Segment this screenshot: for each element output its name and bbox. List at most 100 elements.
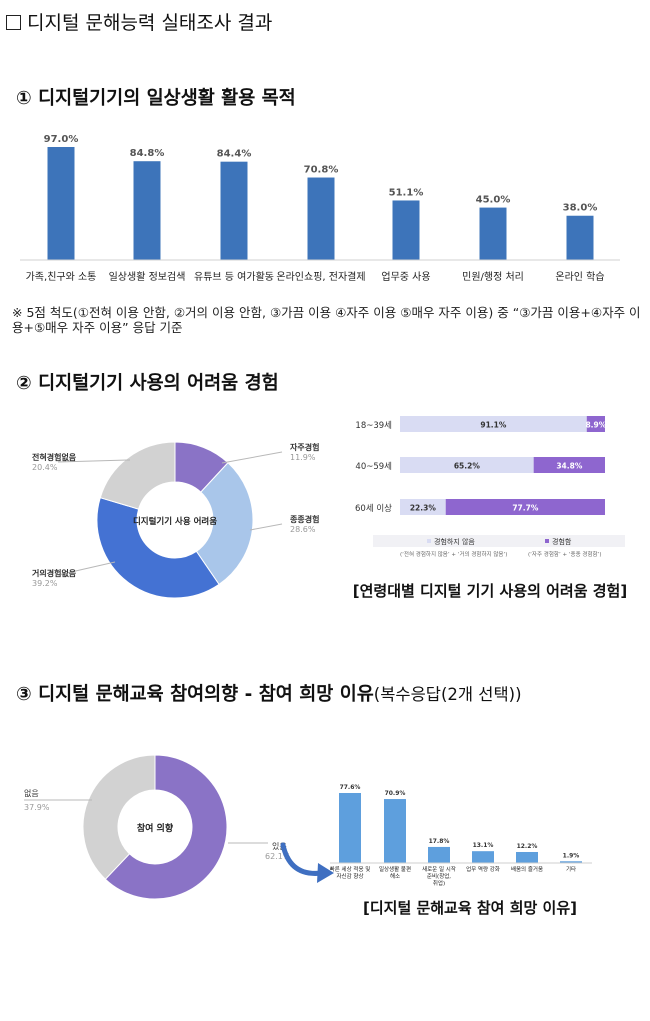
x-tick-label: 업무중 사용 bbox=[381, 270, 430, 283]
donut-slice bbox=[99, 441, 176, 510]
stacked-bar-segment bbox=[400, 499, 446, 515]
data-label: 45.0% bbox=[476, 195, 511, 206]
bar bbox=[339, 793, 361, 863]
bar bbox=[392, 200, 420, 260]
stacked-bar-segment bbox=[445, 499, 605, 515]
stacked-bar-segment bbox=[400, 416, 587, 432]
segment-value-label: 91.1% bbox=[480, 421, 507, 430]
y-tick-label: 40~59세 bbox=[355, 462, 392, 472]
data-label: 97.0% bbox=[44, 134, 79, 145]
usage-purpose-bar-chart: 97.0% 가족,친구와 소통 84.8% 일상생활 정보검색 84.4% 유튜브 등 여… bbox=[20, 134, 620, 283]
data-label: 13.1% bbox=[473, 842, 494, 849]
slice-name-label: 종종경험 bbox=[290, 514, 319, 524]
legend-label: 경험함 bbox=[552, 537, 572, 546]
age-chart-caption: [연령대별 디지털 기기 사용의 어려움 경험] bbox=[352, 582, 628, 600]
leader-line bbox=[57, 459, 131, 463]
segment-value-label: 34.8% bbox=[556, 462, 583, 471]
reason-chart-caption: [디지털 문해교육 참여 희망 이유] bbox=[362, 899, 577, 917]
slice-name-label: 있음 bbox=[272, 841, 287, 851]
data-label: 38.0% bbox=[563, 203, 598, 214]
donut-slice bbox=[96, 497, 220, 599]
segment-value-label: 65.2% bbox=[454, 462, 481, 471]
data-label: 51.1% bbox=[389, 187, 424, 198]
bar bbox=[384, 799, 406, 863]
curved-arrow-icon bbox=[280, 842, 325, 876]
donut-slice bbox=[104, 754, 228, 900]
stacked-bar-segment bbox=[586, 416, 605, 432]
bar bbox=[428, 846, 450, 863]
x-tick-label: 해소 bbox=[390, 872, 400, 880]
section-title-usage-purpose: ① 디지털기기의 일상생활 활용 목적 bbox=[16, 88, 296, 109]
page-title: 디지털 문해능력 실태조사 결과 bbox=[6, 8, 272, 35]
section-title-main: ③ 디지털 문해교육 참여의향 - 참여 희망 이유 bbox=[16, 684, 374, 705]
x-tick-label: 업무 역량 강화 bbox=[466, 865, 500, 873]
legend-label: 경험하지 않음 bbox=[434, 537, 475, 546]
data-label: 70.8% bbox=[304, 165, 339, 176]
x-tick-label: 자신감 향상 bbox=[336, 872, 363, 880]
x-tick-label: 준비(창업, bbox=[427, 872, 451, 880]
segment-value-label: 77.7% bbox=[512, 504, 539, 513]
bar bbox=[479, 207, 507, 260]
bar bbox=[516, 851, 538, 863]
legend-note: (‘전혀 경험하지 않음’ + ‘거의 경험하지 않음’) bbox=[400, 550, 507, 558]
slice-name-label: 자주경험 bbox=[290, 442, 319, 452]
slice-value-label: 39.2% bbox=[32, 579, 58, 588]
data-label: 77.6% bbox=[340, 784, 361, 791]
age-difficulty-stacked-bar-chart: 18~39세 91.1% 8.9% 40~59세 65.2% 34.8% 60세 이상 22.… bbox=[355, 416, 625, 558]
bar bbox=[133, 161, 161, 260]
x-tick-label: 일상생활 정보검색 bbox=[109, 270, 186, 283]
bar bbox=[307, 177, 335, 260]
leader-line bbox=[221, 451, 283, 464]
stacked-bar-segment bbox=[533, 457, 605, 473]
x-tick-label: 온라인쇼핑, 전자결제 bbox=[276, 271, 365, 283]
data-label: 12.2% bbox=[517, 843, 538, 850]
slice-name-label: 전혀경험없음 bbox=[32, 452, 77, 462]
x-tick-label: 온라인 학습 bbox=[555, 271, 604, 283]
x-tick-label: 새로운 일 시작 bbox=[422, 865, 456, 873]
x-tick-label: 유튜브 등 여가활동 bbox=[194, 270, 274, 283]
leader-line bbox=[249, 523, 283, 531]
arrow-head-icon bbox=[317, 863, 334, 883]
data-label: 84.4% bbox=[217, 149, 252, 160]
bar bbox=[560, 861, 582, 863]
segment-value-label: 22.3% bbox=[410, 504, 437, 513]
scale-footnote: ※ 5점 척도(①전혀 이용 안함, ②거의 이용 안함, ③가끔 이용 ④자주… bbox=[12, 305, 641, 335]
data-label: 70.9% bbox=[385, 790, 406, 797]
slice-name-label: 없음 bbox=[24, 789, 39, 798]
slice-value-label: 11.9% bbox=[290, 453, 316, 462]
slice-name-label: 거의경험없음 bbox=[32, 568, 77, 578]
data-label: 17.8% bbox=[429, 838, 450, 845]
bar bbox=[472, 851, 494, 863]
legend-note: (‘자주 경험함’ + ‘종종 경험함’) bbox=[528, 550, 602, 558]
slice-value-label: 20.4% bbox=[32, 463, 58, 472]
bar bbox=[566, 215, 594, 260]
segment-value-label: 8.9% bbox=[585, 421, 606, 430]
section-title-difficulty: ② 디지털기기 사용의 어려움 경험 bbox=[16, 373, 279, 394]
checkbox-square-icon bbox=[6, 15, 21, 30]
legend-background bbox=[373, 535, 625, 547]
y-tick-label: 60세 이상 bbox=[355, 503, 392, 514]
data-label: 84.8% bbox=[130, 148, 165, 159]
donut-slice bbox=[82, 754, 156, 880]
section-title-education-intent: ③ 디지털 문해교육 참여의향 - 참여 희망 이유(복수응답(2개 선택)) bbox=[16, 680, 522, 706]
x-tick-label: 민원/행정 처리 bbox=[462, 271, 524, 283]
bar bbox=[220, 161, 248, 260]
donut-center-label: 디지털기기 사용 어려움 bbox=[133, 516, 217, 527]
legend-swatch bbox=[427, 539, 431, 543]
x-tick-label: 가족,친구와 소통 bbox=[26, 271, 97, 283]
section-title-paren: (복수응답(2개 선택)) bbox=[373, 685, 522, 704]
y-tick-label: 18~39세 bbox=[355, 421, 392, 431]
x-tick-label: 빠른 세상 적응 및 bbox=[330, 865, 371, 873]
x-tick-label: 배움의 즐거움 bbox=[511, 865, 543, 873]
x-tick-label: 기타 bbox=[566, 865, 576, 873]
slice-value-label: 37.9% bbox=[24, 803, 50, 812]
slice-value-label: 62.1% bbox=[265, 852, 291, 861]
donut-slice bbox=[195, 462, 254, 586]
stacked-bar-segment bbox=[400, 457, 534, 473]
slice-value-label: 28.6% bbox=[290, 525, 316, 534]
legend-swatch bbox=[545, 539, 549, 543]
leader-line bbox=[57, 561, 116, 576]
